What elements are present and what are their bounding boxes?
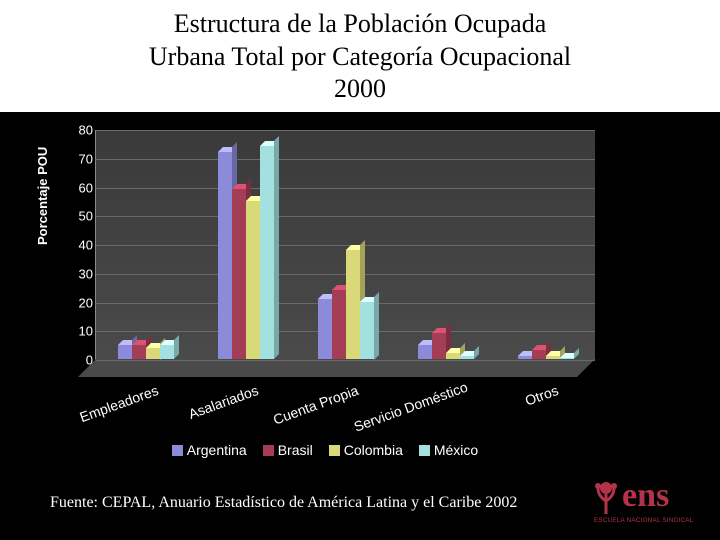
bar: [218, 152, 232, 359]
legend-item: Argentina: [172, 442, 247, 458]
y-tick-label: 10: [63, 324, 93, 339]
y-tick-label: 40: [63, 238, 93, 253]
legend-swatch: [263, 445, 274, 456]
svg-text:ens: ens: [622, 477, 669, 514]
legend-label: Brasil: [278, 442, 313, 458]
bar-group: [218, 130, 274, 359]
bar: [260, 146, 274, 359]
legend-item: Colombia: [329, 442, 403, 458]
legend-swatch: [419, 445, 430, 456]
y-tick-label: 80: [63, 123, 93, 138]
legend-item: Brasil: [263, 442, 313, 458]
legend-item: México: [419, 442, 478, 458]
legend: Argentina Brasil Colombia México: [45, 442, 605, 458]
bar: [532, 350, 546, 359]
bar: [332, 290, 346, 359]
legend-label: Argentina: [187, 442, 247, 458]
y-tick-label: 60: [63, 180, 93, 195]
bar: [160, 345, 174, 359]
bar: [318, 299, 332, 359]
bar: [360, 302, 374, 360]
y-tick-label: 30: [63, 266, 93, 281]
x-tick-label: Asalariados: [152, 382, 261, 435]
bar: [246, 201, 260, 359]
bar: [560, 358, 574, 359]
bar: [418, 345, 432, 359]
source-citation: Fuente: CEPAL, Anuario Estadístico de Am…: [50, 494, 517, 512]
x-tick-label: Cuenta Propia: [252, 382, 361, 435]
bar: [432, 333, 446, 359]
legend-swatch: [172, 445, 183, 456]
legend-swatch: [329, 445, 340, 456]
svg-text:ESCUELA NACIONAL SINDICAL: ESCUELA NACIONAL SINDICAL: [594, 517, 694, 524]
y-tick-label: 20: [63, 295, 93, 310]
bar-group: [118, 130, 174, 359]
ens-logo: ens ESCUELA NACIONAL SINDICAL: [592, 466, 702, 528]
bar: [546, 356, 560, 359]
bar: [132, 345, 146, 359]
y-axis-label: Porcentaje POU: [35, 147, 50, 245]
bar: [518, 356, 532, 359]
bar: [460, 356, 474, 359]
title-line-1: Estructura de la Población Ocupada: [174, 9, 547, 38]
x-tick-label: Servicio Doméstico: [352, 382, 461, 435]
slide-title: Estructura de la Población Ocupada Urban…: [0, 0, 720, 112]
chart-floor: [78, 359, 595, 377]
bar: [118, 345, 132, 359]
y-tick-label: 70: [63, 151, 93, 166]
bar: [446, 353, 460, 359]
title-line-3: 2000: [334, 74, 386, 103]
bar: [146, 348, 160, 360]
plot-area: [95, 130, 595, 360]
y-tick-label: 50: [63, 209, 93, 224]
bar: [346, 250, 360, 359]
bar-group: [418, 130, 474, 359]
x-tick-label: Empleadores: [52, 382, 161, 435]
legend-label: Colombia: [344, 442, 403, 458]
bar-group: [518, 130, 574, 359]
legend-label: México: [434, 442, 478, 458]
title-line-2: Urbana Total por Categoría Ocupacional: [149, 42, 571, 71]
gridline: [96, 360, 595, 361]
bar-group: [318, 130, 374, 359]
bar: [232, 189, 246, 359]
bar-chart: Porcentaje POU 01020304050607080 Emplead…: [45, 130, 605, 450]
y-axis-ticks: 01020304050607080: [63, 130, 93, 360]
